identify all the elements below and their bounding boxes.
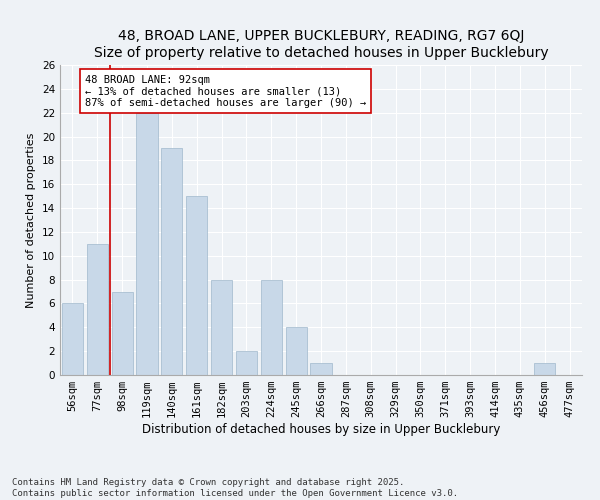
Text: Contains HM Land Registry data © Crown copyright and database right 2025.
Contai: Contains HM Land Registry data © Crown c… xyxy=(12,478,458,498)
Bar xyxy=(286,328,307,375)
Y-axis label: Number of detached properties: Number of detached properties xyxy=(26,132,37,308)
Text: 48 BROAD LANE: 92sqm
← 13% of detached houses are smaller (13)
87% of semi-detac: 48 BROAD LANE: 92sqm ← 13% of detached h… xyxy=(85,74,366,108)
Bar xyxy=(261,280,282,375)
Bar xyxy=(136,112,158,375)
Bar xyxy=(211,280,232,375)
Bar xyxy=(112,292,133,375)
Bar xyxy=(310,363,332,375)
Bar xyxy=(236,351,257,375)
Bar xyxy=(186,196,207,375)
Bar xyxy=(62,304,83,375)
Bar xyxy=(534,363,555,375)
Title: 48, BROAD LANE, UPPER BUCKLEBURY, READING, RG7 6QJ
Size of property relative to : 48, BROAD LANE, UPPER BUCKLEBURY, READIN… xyxy=(94,30,548,60)
X-axis label: Distribution of detached houses by size in Upper Bucklebury: Distribution of detached houses by size … xyxy=(142,423,500,436)
Bar xyxy=(87,244,108,375)
Bar xyxy=(161,148,182,375)
